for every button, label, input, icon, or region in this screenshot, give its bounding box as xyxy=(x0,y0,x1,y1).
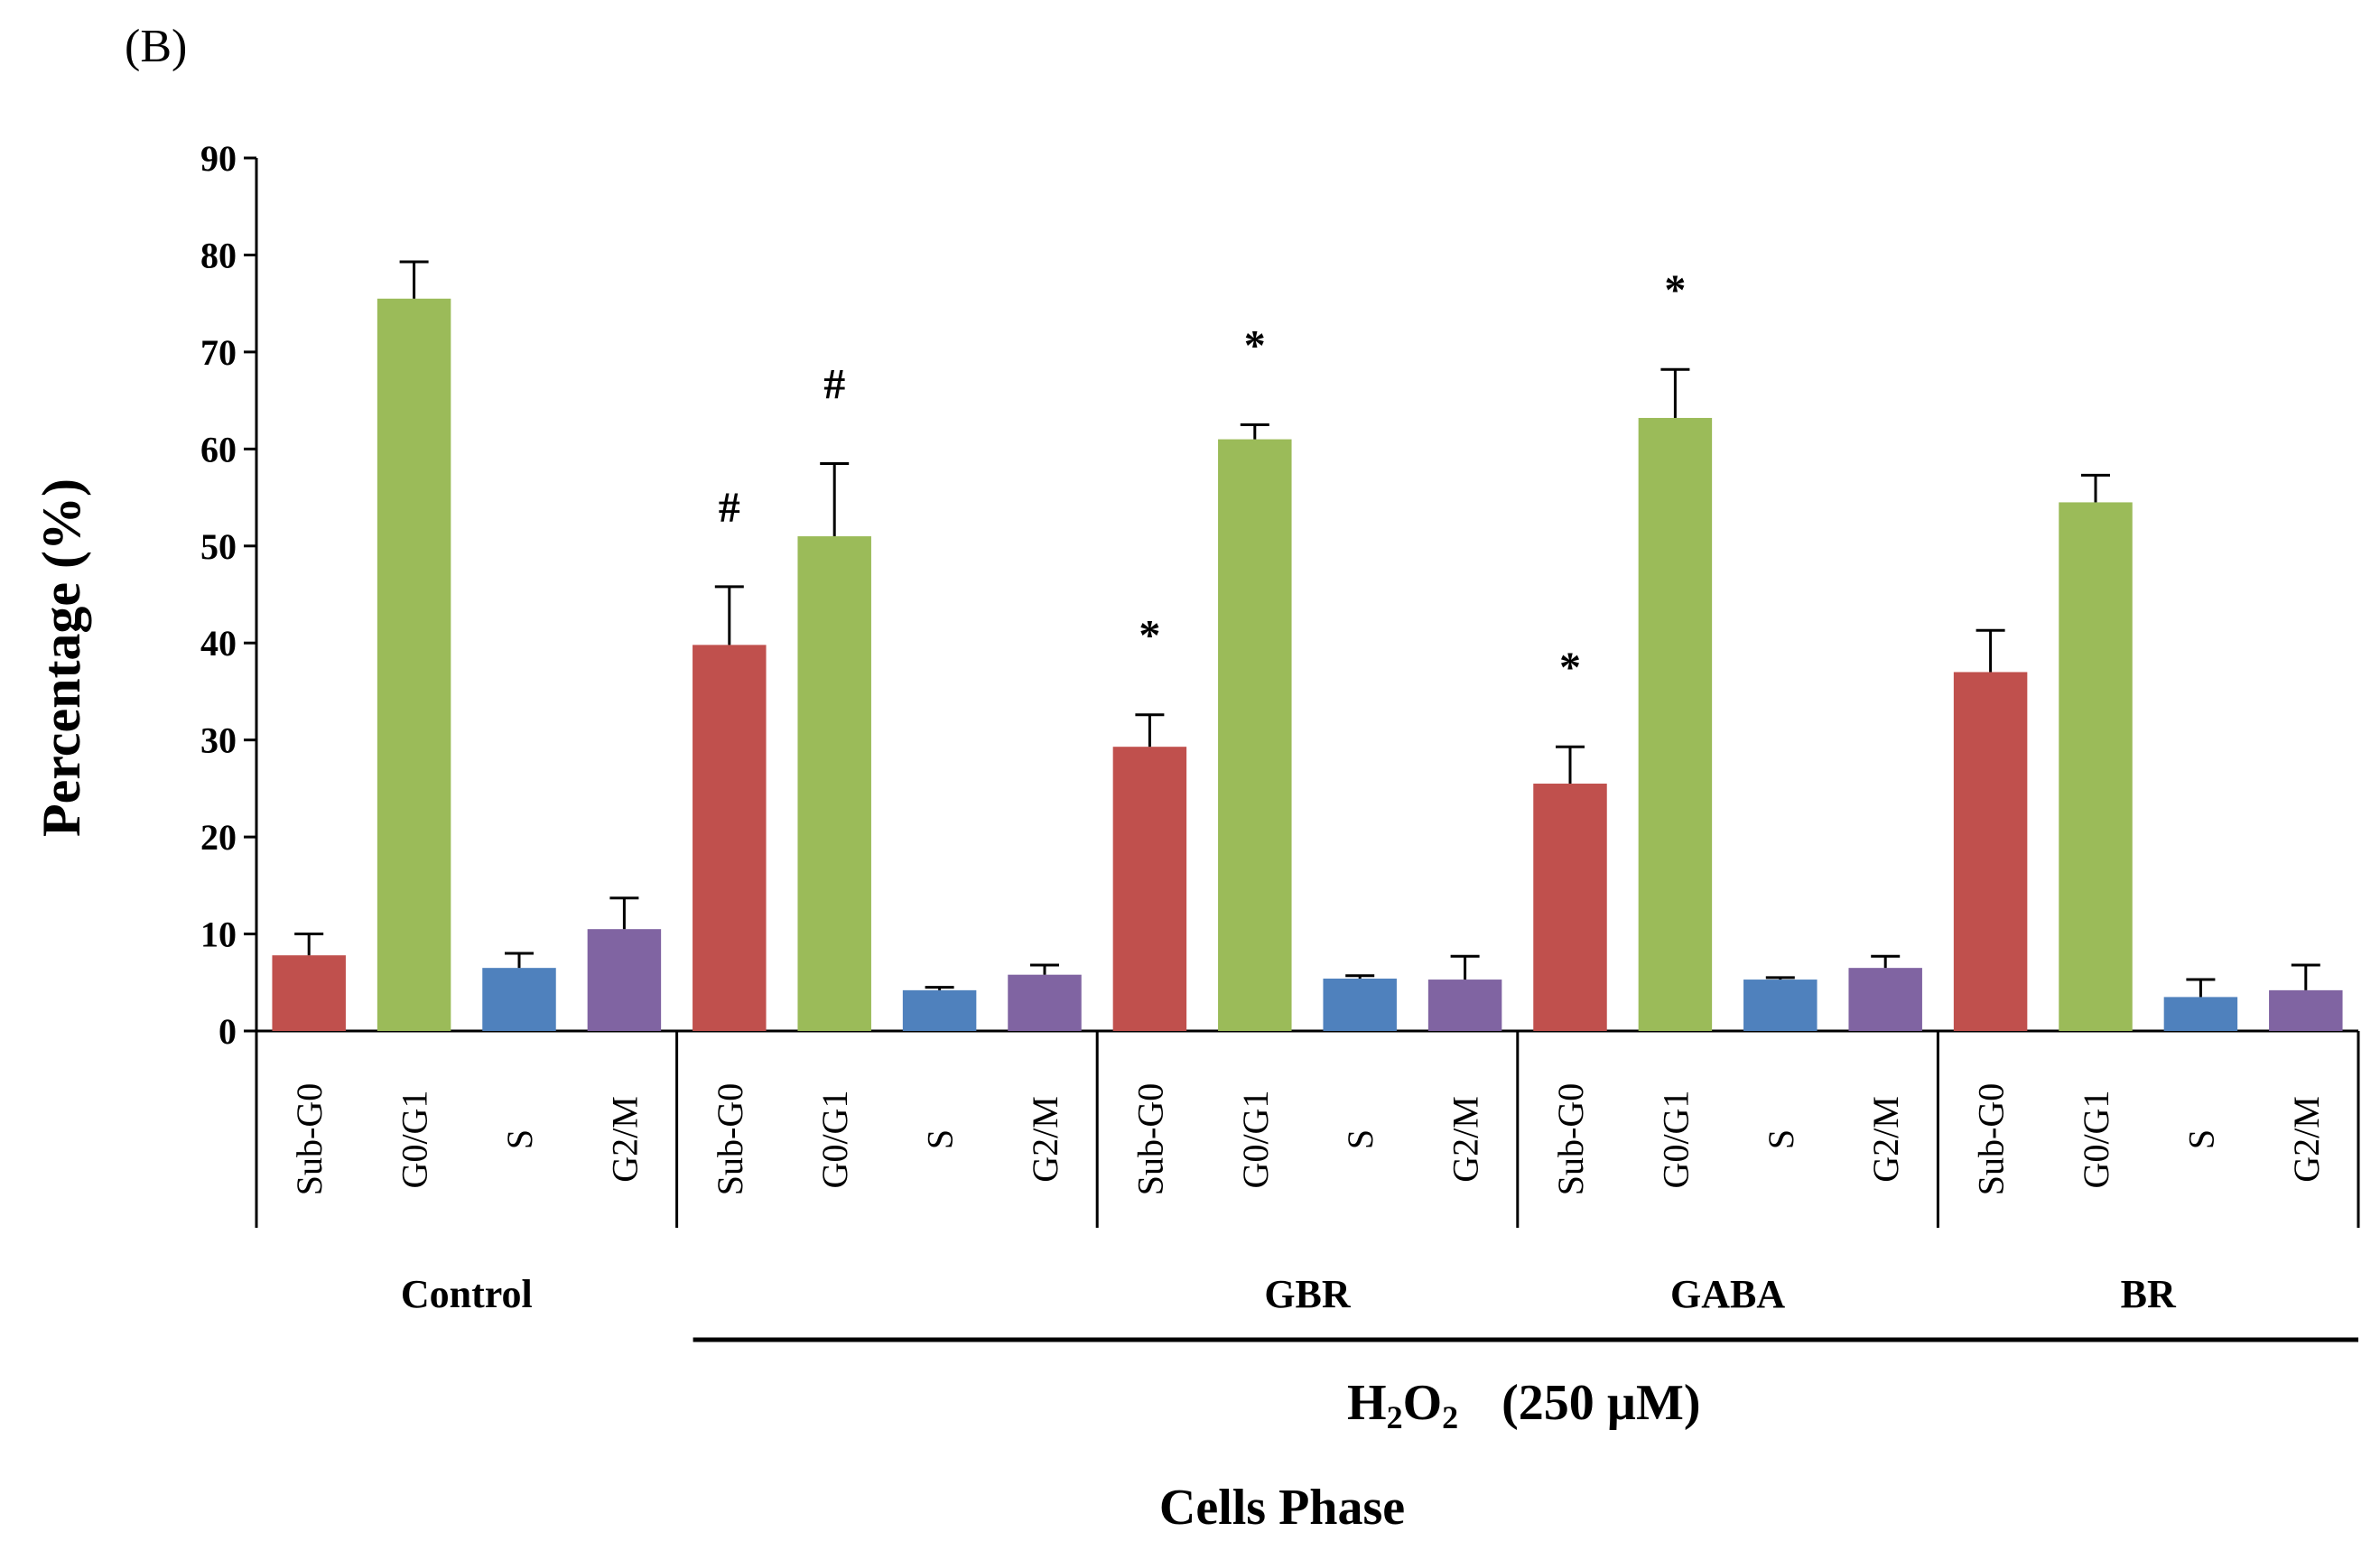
significance-marker: # xyxy=(719,484,740,532)
y-tick-label: 10 xyxy=(200,915,237,955)
axes xyxy=(244,156,2360,1342)
phase-label: Sub-G0 xyxy=(1550,1083,1591,1195)
treatment-o: O xyxy=(1403,1375,1443,1431)
x-axis-label: Cells Phase xyxy=(1159,1480,1405,1536)
bar-gaba-s xyxy=(1743,980,1818,1031)
bar-br-s xyxy=(2163,997,2238,1031)
y-tick-label: 80 xyxy=(200,235,237,275)
phase-label: S xyxy=(2180,1129,2221,1149)
bar-gbr-s xyxy=(1323,978,1397,1031)
phase-label: Sub-G0 xyxy=(710,1083,750,1195)
bar-br-g0-g1 xyxy=(2059,502,2133,1031)
phase-label: G0/G1 xyxy=(2076,1091,2116,1189)
phase-label: G0/G1 xyxy=(1655,1091,1696,1189)
bar-h2o2-g0-g1 xyxy=(797,536,871,1031)
labels: 0 10 20 30 40 50 60 70 80 90 Sub-G0 G0/G1 S G2/M Contr… xyxy=(200,138,2327,1316)
y-tick-label: 30 xyxy=(200,720,237,761)
significance-marker: * xyxy=(1559,644,1581,692)
significance-marker: * xyxy=(1664,266,1686,314)
bar-h2o2-s xyxy=(902,989,977,1031)
bar-br-sub-g0 xyxy=(1953,672,2028,1031)
significance-marker: # xyxy=(823,360,845,408)
significance-marker: * xyxy=(1139,612,1160,660)
group-label-gaba: GABA xyxy=(1670,1272,1785,1316)
phase-label: G0/G1 xyxy=(814,1091,855,1189)
phase-label: S xyxy=(499,1129,540,1149)
y-tick-label: 20 xyxy=(200,817,237,858)
phase-label: Sub-G0 xyxy=(1971,1083,2012,1195)
y-tick-label: 50 xyxy=(200,526,237,567)
y-tick-label: 70 xyxy=(200,332,237,373)
bar-gaba-g2-m xyxy=(1848,968,1922,1031)
y-tick-label: 90 xyxy=(200,138,237,179)
treatment-dose: (250 µM) xyxy=(1501,1375,1700,1431)
y-tick-label: 0 xyxy=(218,1011,237,1052)
phase-label: G0/G1 xyxy=(1235,1091,1276,1189)
bar-h2o2-sub-g0 xyxy=(693,645,767,1031)
phase-label: G2/M xyxy=(1446,1096,1486,1183)
phase-label: Sub-G0 xyxy=(289,1083,330,1195)
phase-label: Sub-G0 xyxy=(1130,1083,1170,1195)
bar-control-g2-m xyxy=(587,929,662,1031)
group-label-control: Control xyxy=(401,1272,533,1316)
phase-label: G0/G1 xyxy=(395,1091,435,1189)
treatment-sub-2: 2 xyxy=(1442,1399,1458,1435)
phase-label: G2/M xyxy=(1025,1096,1065,1183)
y-tick-label: 60 xyxy=(200,429,237,469)
bar-gbr-sub-g0 xyxy=(1112,747,1187,1031)
treatment-sub-1: 2 xyxy=(1387,1399,1403,1435)
y-axis-label: Percentage (%) xyxy=(32,478,91,837)
phase-label: G2/M xyxy=(1865,1096,1906,1183)
group-label-br: BR xyxy=(2121,1272,2177,1316)
bar-h2o2-g2-m xyxy=(1008,974,1082,1031)
treatment-label: H2O2 (250 µM) xyxy=(1347,1375,1701,1435)
group-label-gbr: GBR xyxy=(1264,1272,1352,1316)
bar-gbr-g2-m xyxy=(1427,980,1502,1031)
bar-gaba-sub-g0 xyxy=(1533,784,1607,1031)
bar-gaba-g0-g1 xyxy=(1638,417,1713,1031)
bars xyxy=(272,260,2343,1032)
bar-control-sub-g0 xyxy=(272,955,346,1031)
significance-marker: * xyxy=(1244,321,1266,369)
phase-label: S xyxy=(920,1129,961,1149)
phase-label: S xyxy=(1340,1129,1381,1149)
bar-gbr-g0-g1 xyxy=(1218,439,1292,1032)
y-tick-label: 40 xyxy=(200,623,237,664)
phase-label: S xyxy=(1761,1129,1801,1149)
bar-control-g0-g1 xyxy=(377,298,451,1031)
phase-label: G2/M xyxy=(2286,1096,2327,1183)
bar-control-s xyxy=(482,968,556,1031)
panel-label: (B) xyxy=(125,21,187,72)
phase-label: G2/M xyxy=(604,1096,645,1183)
bar-br-g2-m xyxy=(2269,989,2343,1031)
treatment-h: H xyxy=(1347,1375,1387,1431)
